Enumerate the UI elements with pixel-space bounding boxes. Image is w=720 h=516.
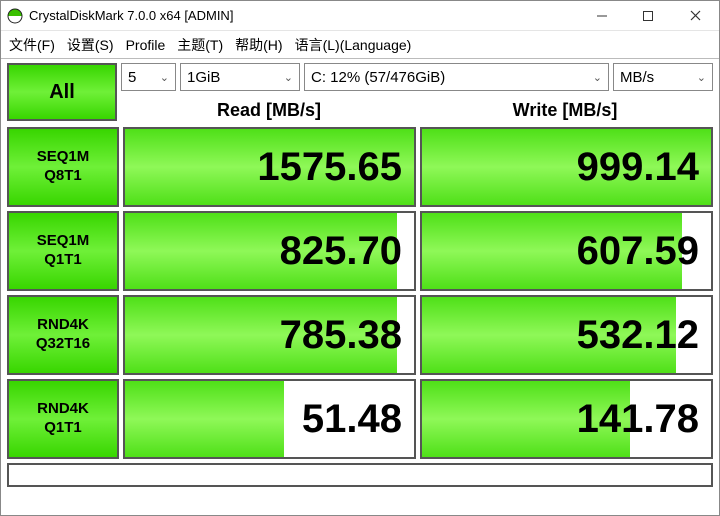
write-value-cell: 141.78 [420,379,713,459]
row-label-line2: Q8T1 [44,167,82,186]
window-controls [579,1,719,30]
menu-help[interactable]: 帮助(H) [235,35,282,55]
write-value-cell: 999.14 [420,127,713,207]
write-value-cell: 607.59 [420,211,713,291]
read-value-cell: 51.48 [123,379,416,459]
app-icon [7,8,23,24]
run-all-label: All [49,81,75,104]
menu-theme[interactable]: 主题(T) [177,35,223,55]
minimize-button[interactable] [579,1,625,30]
titlebar: CrystalDiskMark 7.0.0 x64 [ADMIN] [1,1,719,31]
status-bar [7,463,713,487]
size-value: 1GiB [187,69,220,86]
toolbar: All 5 ⌄ 1GiB ⌄ C: 12% (57/476GiB) ⌄ MB/s [1,59,719,127]
run-row-button[interactable]: SEQ1MQ1T1 [7,211,119,291]
maximize-button[interactable] [625,1,671,30]
read-value: 51.48 [302,397,402,442]
menu-file[interactable]: 文件(F) [9,35,55,55]
menubar: 文件(F) 设置(S) Profile 主题(T) 帮助(H) 语言(L)(La… [1,31,719,59]
menu-language[interactable]: 语言(L)(Language) [295,35,412,55]
write-value-cell: 532.12 [420,295,713,375]
window-title: CrystalDiskMark 7.0.0 x64 [ADMIN] [29,8,579,23]
unit-value: MB/s [620,69,654,86]
read-value: 1575.65 [257,145,402,190]
row-label-line2: Q1T1 [44,251,82,270]
drive-select[interactable]: C: 12% (57/476GiB) ⌄ [304,63,609,91]
results-grid: SEQ1MQ8T11575.65999.14SEQ1MQ1T1825.70607… [1,127,719,463]
read-value-cell: 825.70 [123,211,416,291]
write-value: 141.78 [577,397,699,442]
unit-select[interactable]: MB/s ⌄ [613,63,713,91]
row-label-line1: RND4K [37,316,89,335]
chevron-down-icon: ⌄ [284,71,293,84]
run-row-button[interactable]: SEQ1MQ8T1 [7,127,119,207]
chevron-down-icon: ⌄ [593,71,602,84]
chevron-down-icon: ⌄ [160,71,169,84]
read-value: 825.70 [280,229,402,274]
header-write: Write [MB/s] [417,100,713,121]
row-label-line1: SEQ1M [37,232,90,251]
toolbar-controls: 5 ⌄ 1GiB ⌄ C: 12% (57/476GiB) ⌄ MB/s ⌄ [121,63,713,125]
write-value: 532.12 [577,313,699,358]
drive-value: C: 12% (57/476GiB) [311,69,445,86]
row-label-line2: Q32T16 [36,335,90,354]
close-button[interactable] [671,1,719,30]
size-select[interactable]: 1GiB ⌄ [180,63,300,91]
write-value: 999.14 [577,145,699,190]
row-label-line2: Q1T1 [44,419,82,438]
read-bar [125,381,284,457]
header-read: Read [MB/s] [121,100,417,121]
app-window: CrystalDiskMark 7.0.0 x64 [ADMIN] 文件(F) … [0,0,720,516]
read-value: 785.38 [280,313,402,358]
read-value-cell: 785.38 [123,295,416,375]
menu-profile[interactable]: Profile [126,37,166,53]
row-label-line1: SEQ1M [37,148,90,167]
row-label-line1: RND4K [37,400,89,419]
count-select[interactable]: 5 ⌄ [121,63,176,91]
chevron-down-icon: ⌄ [697,71,706,84]
menu-settings[interactable]: 设置(S) [67,35,114,55]
run-all-button[interactable]: All [7,63,117,121]
count-value: 5 [128,69,136,86]
run-row-button[interactable]: RND4KQ1T1 [7,379,119,459]
write-value: 607.59 [577,229,699,274]
run-row-button[interactable]: RND4KQ32T16 [7,295,119,375]
read-value-cell: 1575.65 [123,127,416,207]
